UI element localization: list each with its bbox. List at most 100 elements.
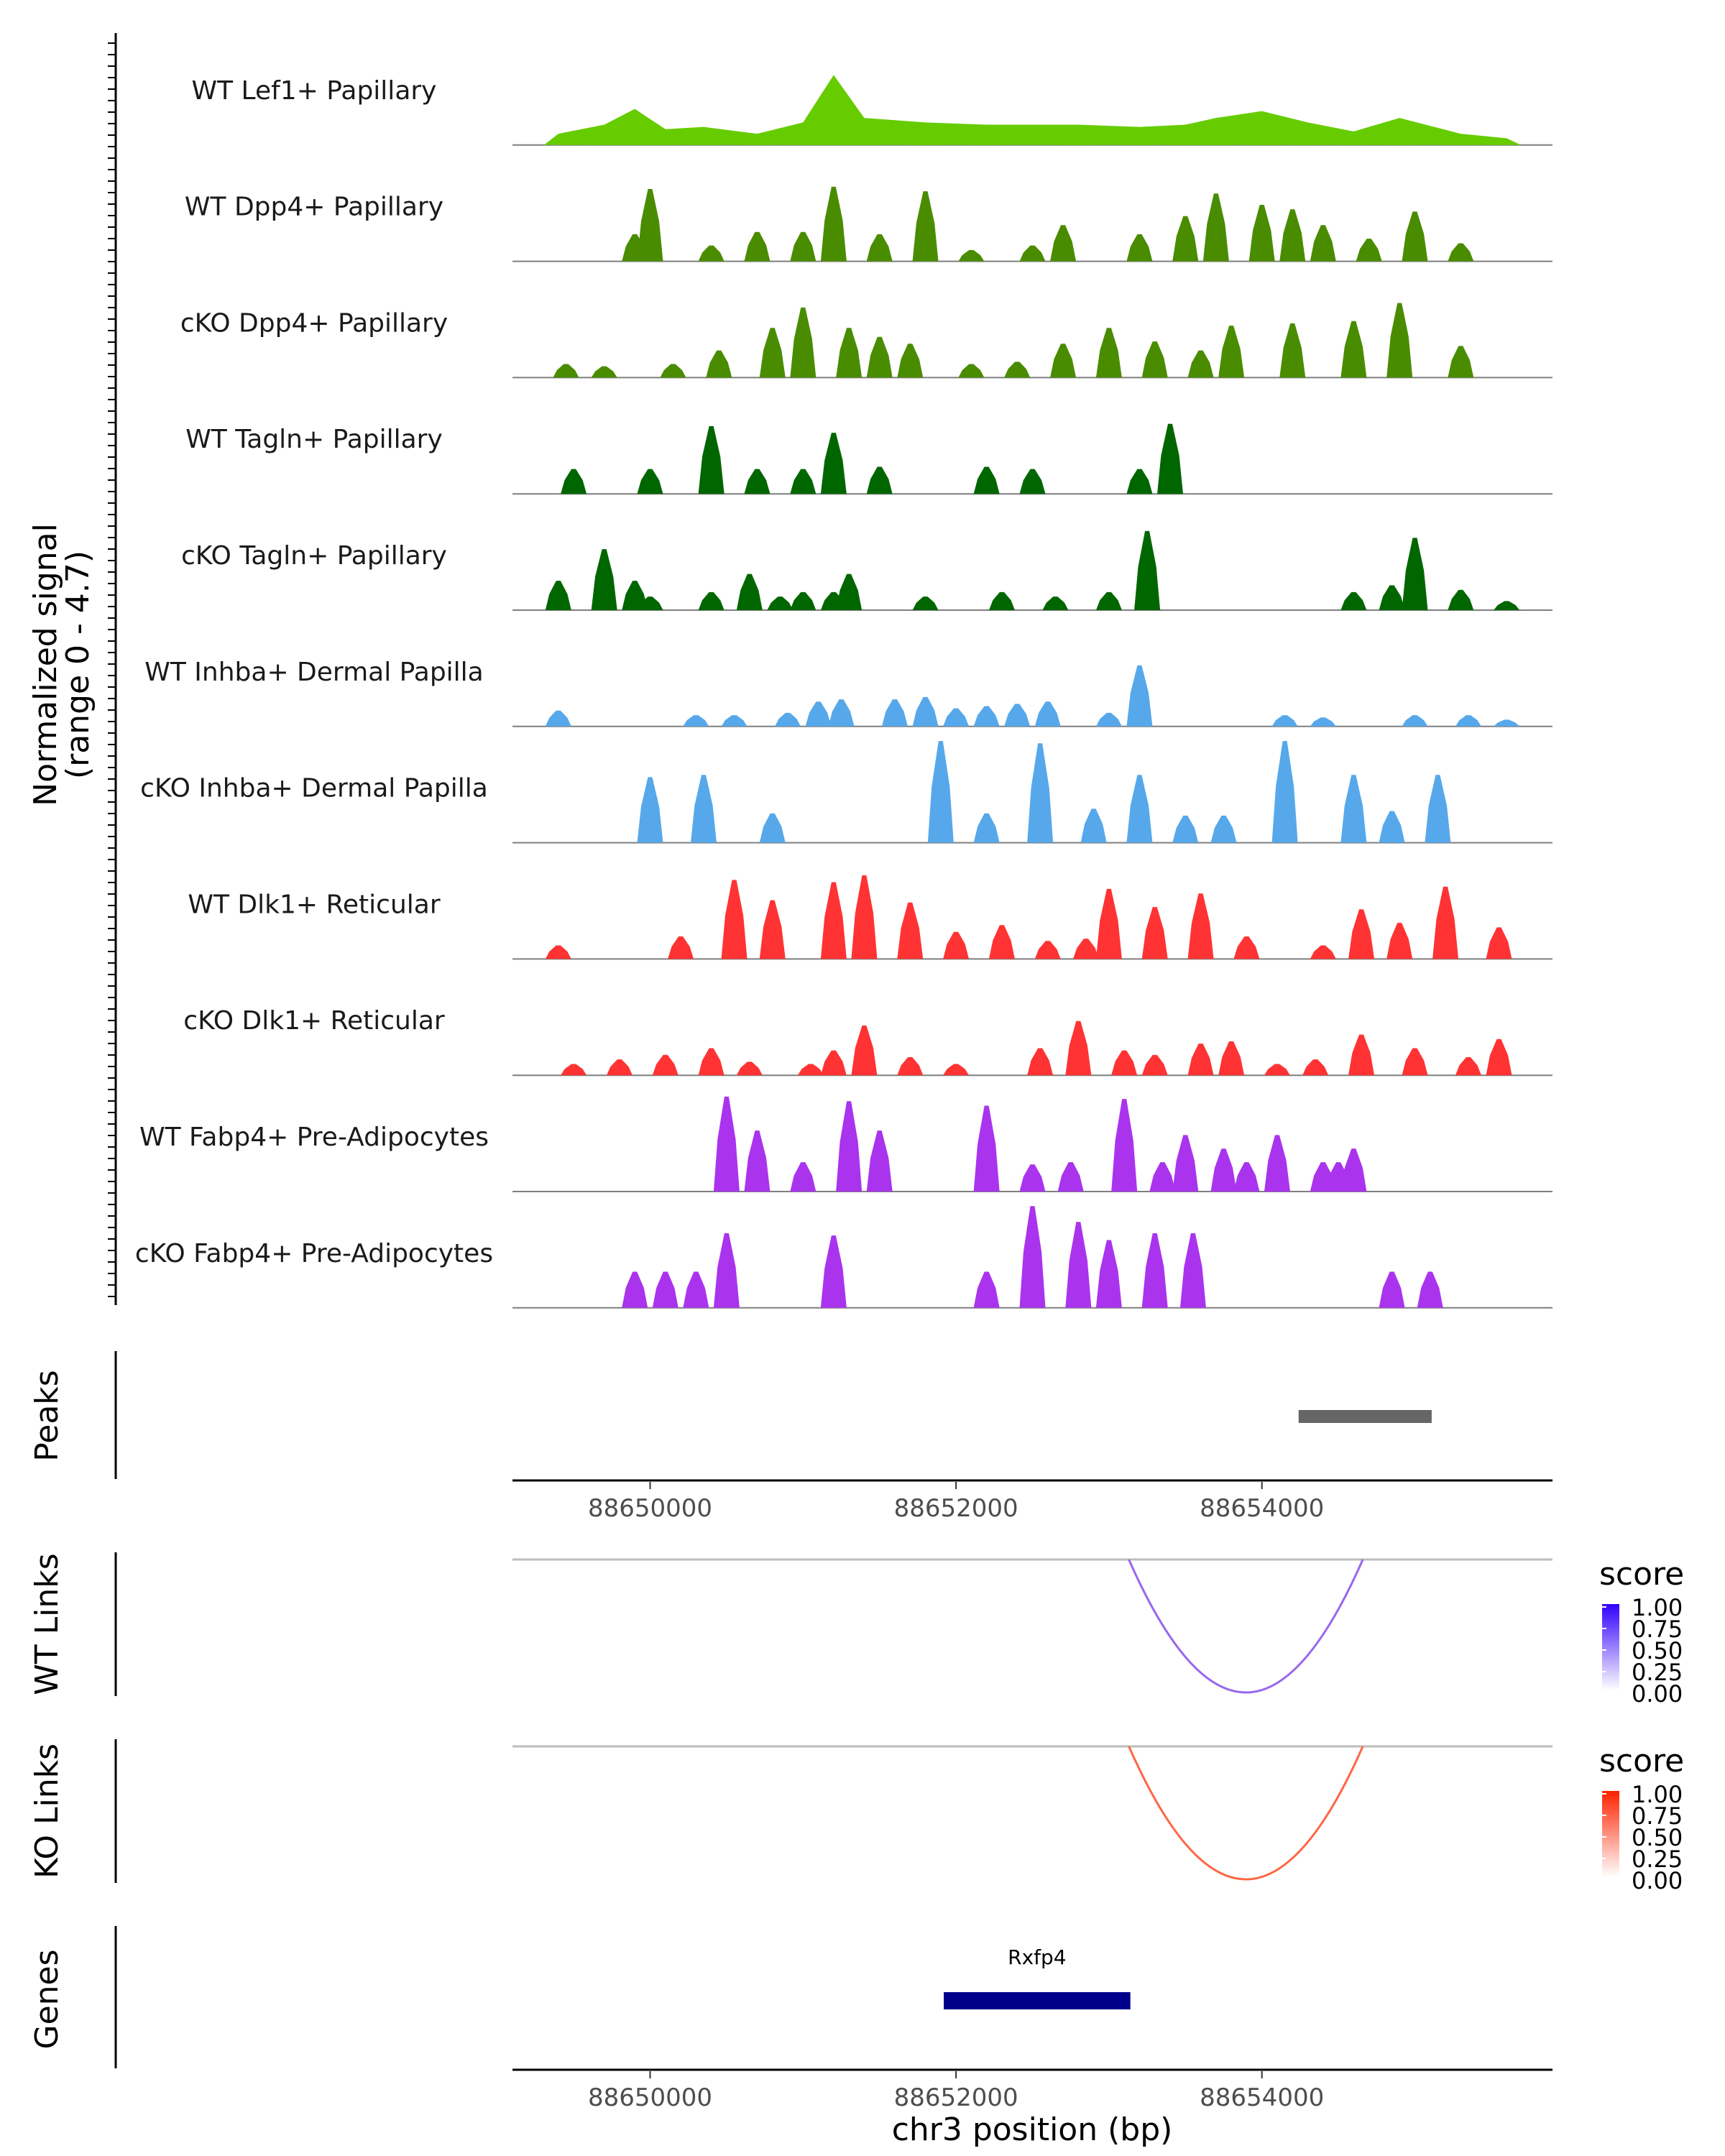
track-label-cko-inhba-dermal-papilla: cKO Inhba+ Dermal Papilla bbox=[140, 774, 488, 803]
coverage-peak bbox=[545, 581, 571, 610]
legend-tick-label: 0.25 bbox=[1632, 1659, 1683, 1686]
legend-tick-label: 0.50 bbox=[1632, 1824, 1683, 1851]
coverage-peak bbox=[1486, 927, 1512, 959]
coverage-peak bbox=[820, 1235, 847, 1308]
peak-intervals bbox=[1298, 1410, 1432, 1423]
coverage-peak bbox=[1310, 945, 1336, 959]
coverage-peak bbox=[797, 1064, 824, 1076]
coverage-peak bbox=[1379, 585, 1405, 610]
coverage-peak bbox=[660, 364, 686, 378]
x-tick-label: 88650000 bbox=[588, 1494, 712, 1523]
wt-link-arcs bbox=[512, 1558, 1552, 1694]
coverage-peak bbox=[1448, 243, 1474, 262]
coverage-peak bbox=[973, 813, 1000, 843]
peaks-panel: Peaks 88650000 88652000 88654000 bbox=[29, 1351, 1552, 1523]
track-label-cko-tagln-papillary: cKO Tagln+ Papillary bbox=[181, 541, 447, 571]
link-arc bbox=[1128, 1746, 1364, 1881]
legend-colorbar-rect bbox=[1602, 1604, 1619, 1690]
coverage-peak bbox=[775, 712, 801, 727]
coverage-peak bbox=[1448, 589, 1474, 610]
coverage-panel: Normalized signal (range 0 - 4.7) WT Lef… bbox=[27, 33, 1552, 1309]
coverage-peak bbox=[1340, 775, 1367, 843]
coverage-peak bbox=[1348, 1034, 1375, 1076]
track-cko-dlk1-reticular: cKO Dlk1+ Reticular bbox=[183, 1006, 1552, 1077]
coverage-peak bbox=[1141, 1054, 1168, 1076]
coverage-peak bbox=[1302, 1059, 1329, 1076]
coverage-peak bbox=[897, 1057, 924, 1076]
coverage-peak bbox=[912, 596, 939, 610]
coverage-tracks: WT Lef1+ Papillary WT Dpp4+ Papillary cKO … bbox=[135, 75, 1552, 1309]
coverage-peak bbox=[927, 741, 954, 843]
coverage-peak bbox=[1210, 815, 1237, 843]
ko-legend-colorbar: 1.000.750.500.250.00 bbox=[1602, 1781, 1683, 1894]
coverage-peak bbox=[943, 1064, 970, 1076]
coverage-peak bbox=[1340, 1148, 1367, 1192]
coverage-peak bbox=[713, 1233, 740, 1308]
coverage-peak bbox=[1218, 1041, 1245, 1076]
coverage-peak bbox=[698, 591, 724, 610]
coverage-peak bbox=[912, 191, 939, 262]
coverage-peak bbox=[1310, 717, 1336, 727]
legend-tick-label: 0.00 bbox=[1632, 1680, 1683, 1708]
coverage-peak bbox=[759, 813, 786, 843]
coverage-peak bbox=[1126, 775, 1153, 843]
track-wt-dlk1-reticular: WT Dlk1+ Reticular bbox=[188, 875, 1552, 960]
coverage-peak bbox=[1386, 923, 1413, 959]
coverage-peak bbox=[759, 900, 786, 959]
coverage-peak bbox=[1348, 909, 1375, 959]
legend-tick-label: 0.75 bbox=[1632, 1802, 1683, 1830]
track-label-wt-dpp4-papillary: WT Dpp4+ Papillary bbox=[185, 193, 443, 222]
coverage-peak bbox=[973, 706, 1000, 727]
coverage-peak bbox=[836, 328, 862, 378]
coverage-peak bbox=[790, 307, 816, 378]
coverage-peak bbox=[973, 466, 1000, 494]
x-tick-label: 88652000 bbox=[894, 1494, 1018, 1523]
coverage-peak bbox=[1134, 530, 1161, 610]
coverage-peak bbox=[836, 1101, 862, 1192]
coverage-peak bbox=[1034, 701, 1061, 727]
coverage-peak bbox=[736, 1061, 763, 1076]
coverage-peak bbox=[706, 350, 732, 378]
legend-tick-label: 0.75 bbox=[1632, 1616, 1683, 1643]
coverage-peak bbox=[988, 591, 1015, 610]
coverage-y-range-label: (range 0 - 4.7) bbox=[60, 550, 96, 779]
coverage-peak bbox=[1065, 1021, 1092, 1076]
coverage-peak bbox=[820, 433, 847, 494]
coverage-peak bbox=[1111, 1050, 1138, 1076]
coverage-peak bbox=[652, 1271, 678, 1308]
coverage-peak bbox=[1340, 591, 1367, 610]
peaks-x-axis-ticks: 88650000 88652000 88654000 bbox=[588, 1482, 1324, 1523]
legend-colorbar-rect bbox=[1602, 1791, 1619, 1877]
coverage-peak bbox=[1157, 423, 1184, 494]
coverage-peak bbox=[943, 931, 970, 959]
coverage-peak bbox=[1279, 209, 1306, 262]
coverage-peak bbox=[1095, 888, 1122, 959]
link-arc bbox=[1128, 1559, 1364, 1694]
coverage-peak bbox=[1080, 808, 1107, 843]
coverage-peak bbox=[1111, 1099, 1138, 1192]
coverage-peak bbox=[866, 234, 893, 262]
coverage-peak bbox=[721, 880, 748, 959]
coverage-peak bbox=[668, 936, 694, 959]
coverage-peak bbox=[736, 573, 763, 610]
coverage-peak bbox=[1248, 204, 1275, 262]
coverage-peak bbox=[1126, 234, 1153, 262]
coverage-peak bbox=[545, 945, 571, 959]
legend-tick-label: 0.50 bbox=[1632, 1637, 1683, 1664]
coverage-peak bbox=[1187, 350, 1214, 378]
genes-x-axis-ticks: 88650000 88652000 88654000 bbox=[588, 2071, 1324, 2112]
coverage-peak bbox=[1172, 1135, 1199, 1192]
coverage-peak bbox=[1271, 715, 1298, 727]
coverage-peak bbox=[1141, 341, 1168, 378]
coverage-peak bbox=[820, 1050, 847, 1076]
coverage-peak bbox=[652, 1054, 678, 1076]
track-label-cko-dpp4-papillary: cKO Dpp4+ Papillary bbox=[180, 308, 448, 338]
coverage-peak bbox=[744, 1130, 770, 1192]
ko-links-panel: KO Links bbox=[29, 1739, 1552, 1883]
coverage-peak bbox=[805, 701, 832, 727]
coverage-peak bbox=[637, 596, 663, 610]
coverage-peak bbox=[1141, 1233, 1168, 1308]
coverage-peak bbox=[1149, 1162, 1176, 1192]
coverage-peak bbox=[553, 364, 579, 378]
coverage-peak bbox=[1340, 321, 1367, 378]
